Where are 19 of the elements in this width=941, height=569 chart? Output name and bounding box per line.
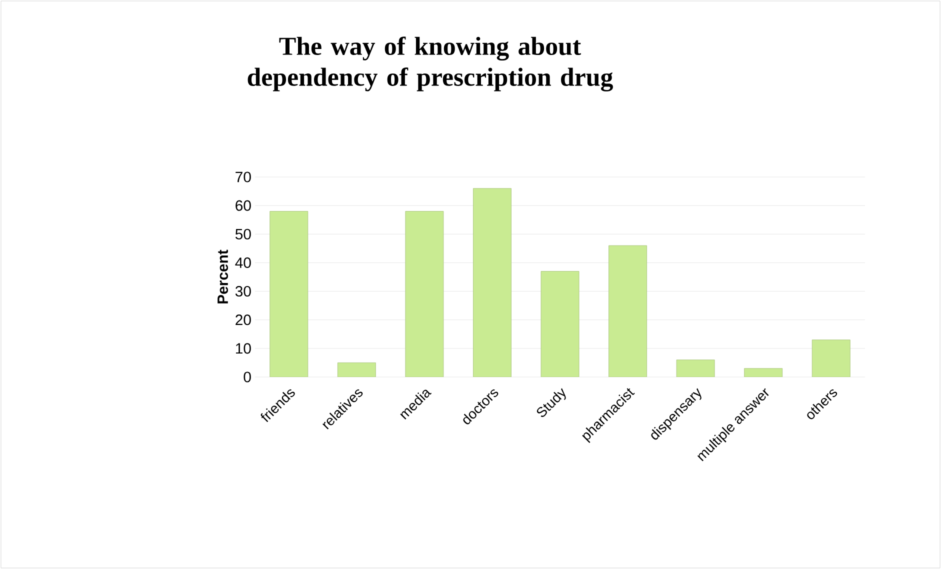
bar — [676, 360, 715, 377]
y-tick-label: 40 — [235, 257, 251, 268]
bar — [812, 340, 850, 377]
bar — [337, 362, 376, 377]
y-tick-label: 30 — [235, 286, 251, 297]
y-tick-label: 10 — [236, 343, 251, 354]
y-tick-label: 70 — [236, 172, 251, 182]
bar — [744, 368, 783, 377]
y-tick-label: 0 — [244, 372, 251, 382]
y-tick-label: 20 — [236, 314, 251, 326]
y-axis-title: Percent — [218, 250, 228, 304]
bar — [473, 188, 512, 377]
bar — [270, 211, 308, 377]
bar — [540, 271, 580, 377]
y-tick-label: 50 — [235, 228, 251, 240]
bar — [608, 245, 647, 377]
chart-title: The way of knowing about dependency of prescription drug — [248, 36, 613, 92]
y-tick-label: 60 — [236, 200, 251, 211]
bar — [405, 211, 444, 377]
